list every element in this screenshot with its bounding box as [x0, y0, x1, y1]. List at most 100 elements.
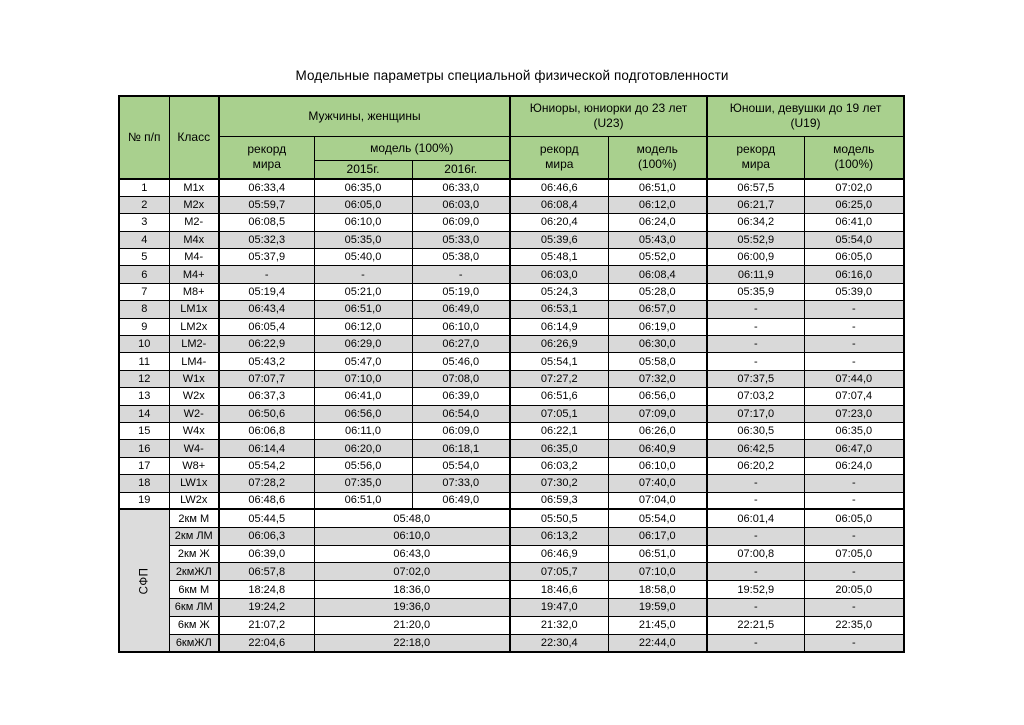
- value-cell: 06:10,0: [607, 456, 708, 476]
- value-cell: 21:20,0: [313, 615, 511, 635]
- value-cell: 06:51,0: [607, 178, 708, 197]
- value-cell: 22:35,0: [803, 615, 905, 635]
- class-cell: 6км ЛМ: [168, 597, 220, 617]
- value-cell: -: [706, 597, 805, 617]
- class-cell: 2км М: [168, 508, 220, 528]
- value-cell: -: [706, 526, 805, 546]
- col-header-model-u19: модель (100%): [803, 135, 905, 180]
- value-cell: 05:52,0: [607, 248, 708, 267]
- table-row: 2 M2x 05:59,7 06:05,0 06:03,0 06:08,4 06:12,0 0…: [118, 195, 905, 215]
- col-header-num: № п/п: [118, 95, 170, 180]
- value-cell: -: [803, 597, 905, 617]
- header-row-years: 2015г. 2016г.: [119, 159, 904, 180]
- value-cell: 07:35,0: [313, 474, 413, 493]
- value-cell: 06:39,0: [218, 544, 315, 564]
- class-cell: LW1x: [168, 474, 220, 493]
- value-cell: 06:05,0: [803, 508, 905, 528]
- value-cell: 06:33,0: [411, 178, 511, 197]
- main-rows: 1 M1x 06:33,4 06:35,0 06:33,0 06:46,6 06:51,0 0…: [118, 178, 905, 510]
- row-number: 9: [118, 317, 170, 337]
- table-row: 19 LW2x 06:48,6 06:51,0 06:49,0 06:59,3 07:04,…: [118, 491, 905, 510]
- value-cell: 05:59,7: [218, 195, 315, 215]
- value-cell: 19:47,0: [509, 597, 609, 617]
- class-cell: LM2-: [168, 335, 220, 354]
- value-cell: 05:48,1: [509, 248, 609, 267]
- value-cell: 06:51,0: [313, 300, 413, 319]
- value-cell: 06:20,2: [706, 456, 805, 476]
- value-cell: 18:58,0: [607, 580, 708, 599]
- table-row: 2км ЛМ 06:06,3 06:10,0 06:13,2 06:17,0- -: [119, 526, 905, 546]
- value-cell: 06:06,8: [218, 421, 315, 441]
- value-cell: 07:40,0: [607, 474, 708, 493]
- table-row: СФП 2км М 05:44,5 05:48,0 05:50,5 05:54,0 06:0…: [118, 508, 905, 653]
- value-cell: 06:12,0: [313, 317, 413, 337]
- table-row: 14 W2- 06:50,6 06:56,0 06:54,0 07:05,1 07:09,0…: [118, 404, 905, 423]
- row-number: 13: [118, 387, 170, 406]
- header-row-groups: № п/п Класс Мужчины, женщины Юниоры, юни…: [118, 95, 905, 180]
- value-cell: 05:43,2: [218, 352, 315, 371]
- table-row: 7 M8+ 05:19,4 05:21,0 05:19,0 05:24,3 05:28,0 0…: [118, 282, 905, 302]
- value-cell: -: [803, 352, 905, 371]
- value-cell: 06:03,0: [509, 265, 609, 284]
- table-row: 4 M4x 05:32,3 05:35,0 05:33,0 05:39,6 05:43,0 0…: [118, 230, 905, 250]
- table-row: 13 W2x 06:37,3 06:41,0 06:39,0 06:51,6 06:56,0…: [118, 387, 905, 406]
- value-cell: 06:35,0: [509, 439, 609, 458]
- col-header-world-record-men: рекорд мира: [218, 135, 315, 180]
- class-cell: W4x: [168, 421, 220, 441]
- value-cell: 18:46,6: [509, 580, 609, 599]
- value-cell: 06:03,0: [411, 195, 511, 215]
- value-cell: 07:05,7: [509, 562, 609, 582]
- class-cell: LM1x: [168, 300, 220, 319]
- row-number: 16: [118, 439, 170, 458]
- table-row: 11 LM4- 05:43,2 05:47,0 05:46,0 05:54,1 05:58,…: [118, 352, 905, 371]
- row-number: 5: [118, 248, 170, 267]
- value-cell: 05:28,0: [607, 282, 708, 302]
- value-cell: 06:57,0: [607, 300, 708, 319]
- value-cell: 06:10,0: [313, 526, 511, 546]
- value-cell: 06:21,7: [706, 195, 805, 215]
- table-row: 17 W8+ 05:54,2 05:56,0 05:54,0 06:03,2 06:10,0…: [118, 456, 905, 476]
- value-cell: 06:43,4: [218, 300, 315, 319]
- table-row: 6кмЖЛ 22:04,6 22:18,0 22:30,4 22:44,0- -: [119, 633, 905, 653]
- value-cell: 22:44,0: [607, 633, 708, 653]
- value-cell: 07:04,0: [607, 491, 708, 510]
- row-number: 17: [118, 456, 170, 476]
- value-cell: 06:56,0: [313, 404, 413, 423]
- value-cell: 06:41,0: [313, 387, 413, 406]
- value-cell: 06:13,2: [509, 526, 609, 546]
- value-cell: -: [803, 300, 905, 319]
- value-cell: 21:45,0: [607, 615, 708, 635]
- value-cell: 06:57,8: [218, 562, 315, 582]
- table-row: 8 LM1x 06:43,4 06:51,0 06:49,0 06:53,1 06:57,0…: [118, 300, 905, 319]
- class-cell: 6км Ж: [168, 615, 220, 635]
- value-cell: 07:44,0: [803, 369, 905, 389]
- value-cell: 05:46,0: [411, 352, 511, 371]
- value-cell: 05:40,0: [313, 248, 413, 267]
- value-cell: 06:01,4: [706, 508, 805, 528]
- class-cell: M1x: [168, 178, 220, 197]
- class-cell: M2x: [168, 195, 220, 215]
- value-cell: 06:05,0: [313, 195, 413, 215]
- row-number: 11: [118, 352, 170, 371]
- table-container: № п/п Класс Мужчины, женщины Юниоры, юни…: [118, 95, 906, 653]
- row-number: 8: [118, 300, 170, 319]
- table-header: № п/п Класс Мужчины, женщины Юниоры, юни…: [118, 95, 905, 180]
- value-cell: 06:37,3: [218, 387, 315, 406]
- value-cell: 06:51,0: [313, 491, 413, 510]
- value-cell: 06:51,0: [607, 544, 708, 564]
- class-cell: M4+: [168, 265, 220, 284]
- table-row: 2км Ж 06:39,0 06:43,0 06:46,9 06:51,0 07:00,8…: [119, 544, 905, 564]
- class-cell: W8+: [168, 456, 220, 476]
- value-cell: -: [706, 335, 805, 354]
- value-cell: 19:52,9: [706, 580, 805, 599]
- class-cell: W2-: [168, 404, 220, 423]
- value-cell: 06:14,9: [509, 317, 609, 337]
- value-cell: 06:08,4: [509, 195, 609, 215]
- value-cell: 06:26,0: [607, 421, 708, 441]
- value-cell: 05:58,0: [607, 352, 708, 371]
- class-cell: 2кмЖЛ: [168, 562, 220, 582]
- row-number: 2: [118, 195, 170, 215]
- value-cell: 07:23,0: [803, 404, 905, 423]
- table-row: 1 M1x 06:33,4 06:35,0 06:33,0 06:46,6 06:51,0 0…: [118, 178, 905, 197]
- value-cell: 06:56,0: [607, 387, 708, 406]
